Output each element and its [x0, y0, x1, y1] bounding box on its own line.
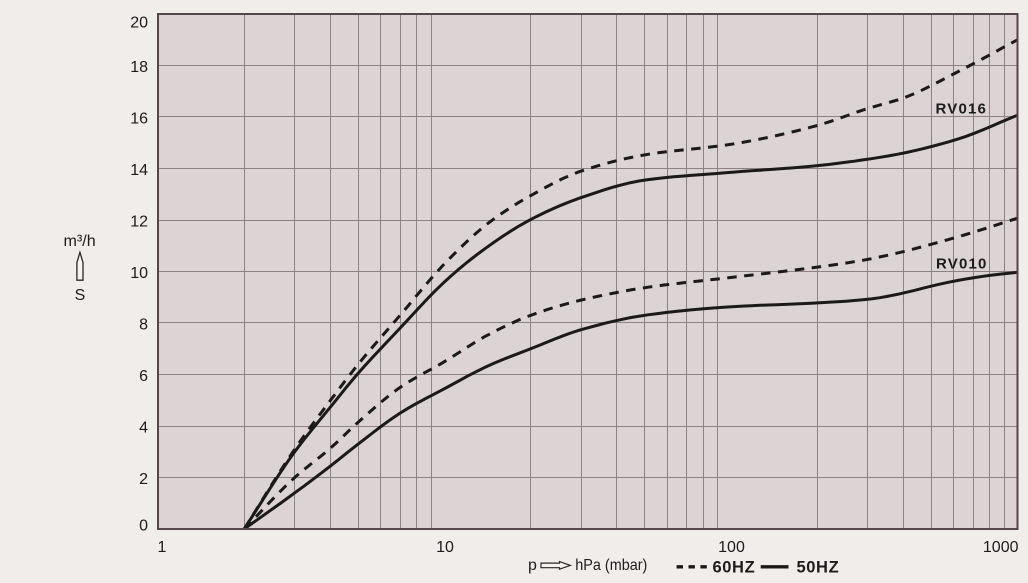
svg-text:16: 16	[130, 111, 148, 128]
svg-text:4: 4	[139, 420, 148, 437]
svg-text:m³/h: m³/h	[64, 233, 96, 250]
svg-text:50HZ: 50HZ	[797, 558, 840, 576]
svg-text:10: 10	[436, 539, 454, 556]
svg-text:RV010: RV010	[936, 256, 988, 273]
svg-text:20: 20	[130, 15, 148, 32]
svg-text:hPa (mbar): hPa (mbar)	[575, 557, 647, 574]
svg-text:60HZ: 60HZ	[713, 558, 756, 576]
svg-text:0: 0	[139, 518, 148, 535]
svg-text:1000: 1000	[983, 539, 1019, 556]
svg-text:1: 1	[158, 539, 167, 556]
svg-text:S: S	[75, 287, 86, 304]
svg-text:2: 2	[139, 471, 148, 488]
svg-text:6: 6	[139, 368, 148, 385]
svg-text:12: 12	[130, 214, 148, 231]
svg-text:100: 100	[718, 539, 745, 556]
svg-text:18: 18	[130, 59, 148, 76]
svg-text:p: p	[528, 557, 537, 574]
svg-text:8: 8	[139, 317, 148, 334]
svg-text:RV016: RV016	[936, 101, 988, 118]
svg-text:10: 10	[130, 265, 148, 282]
svg-text:14: 14	[130, 162, 148, 179]
